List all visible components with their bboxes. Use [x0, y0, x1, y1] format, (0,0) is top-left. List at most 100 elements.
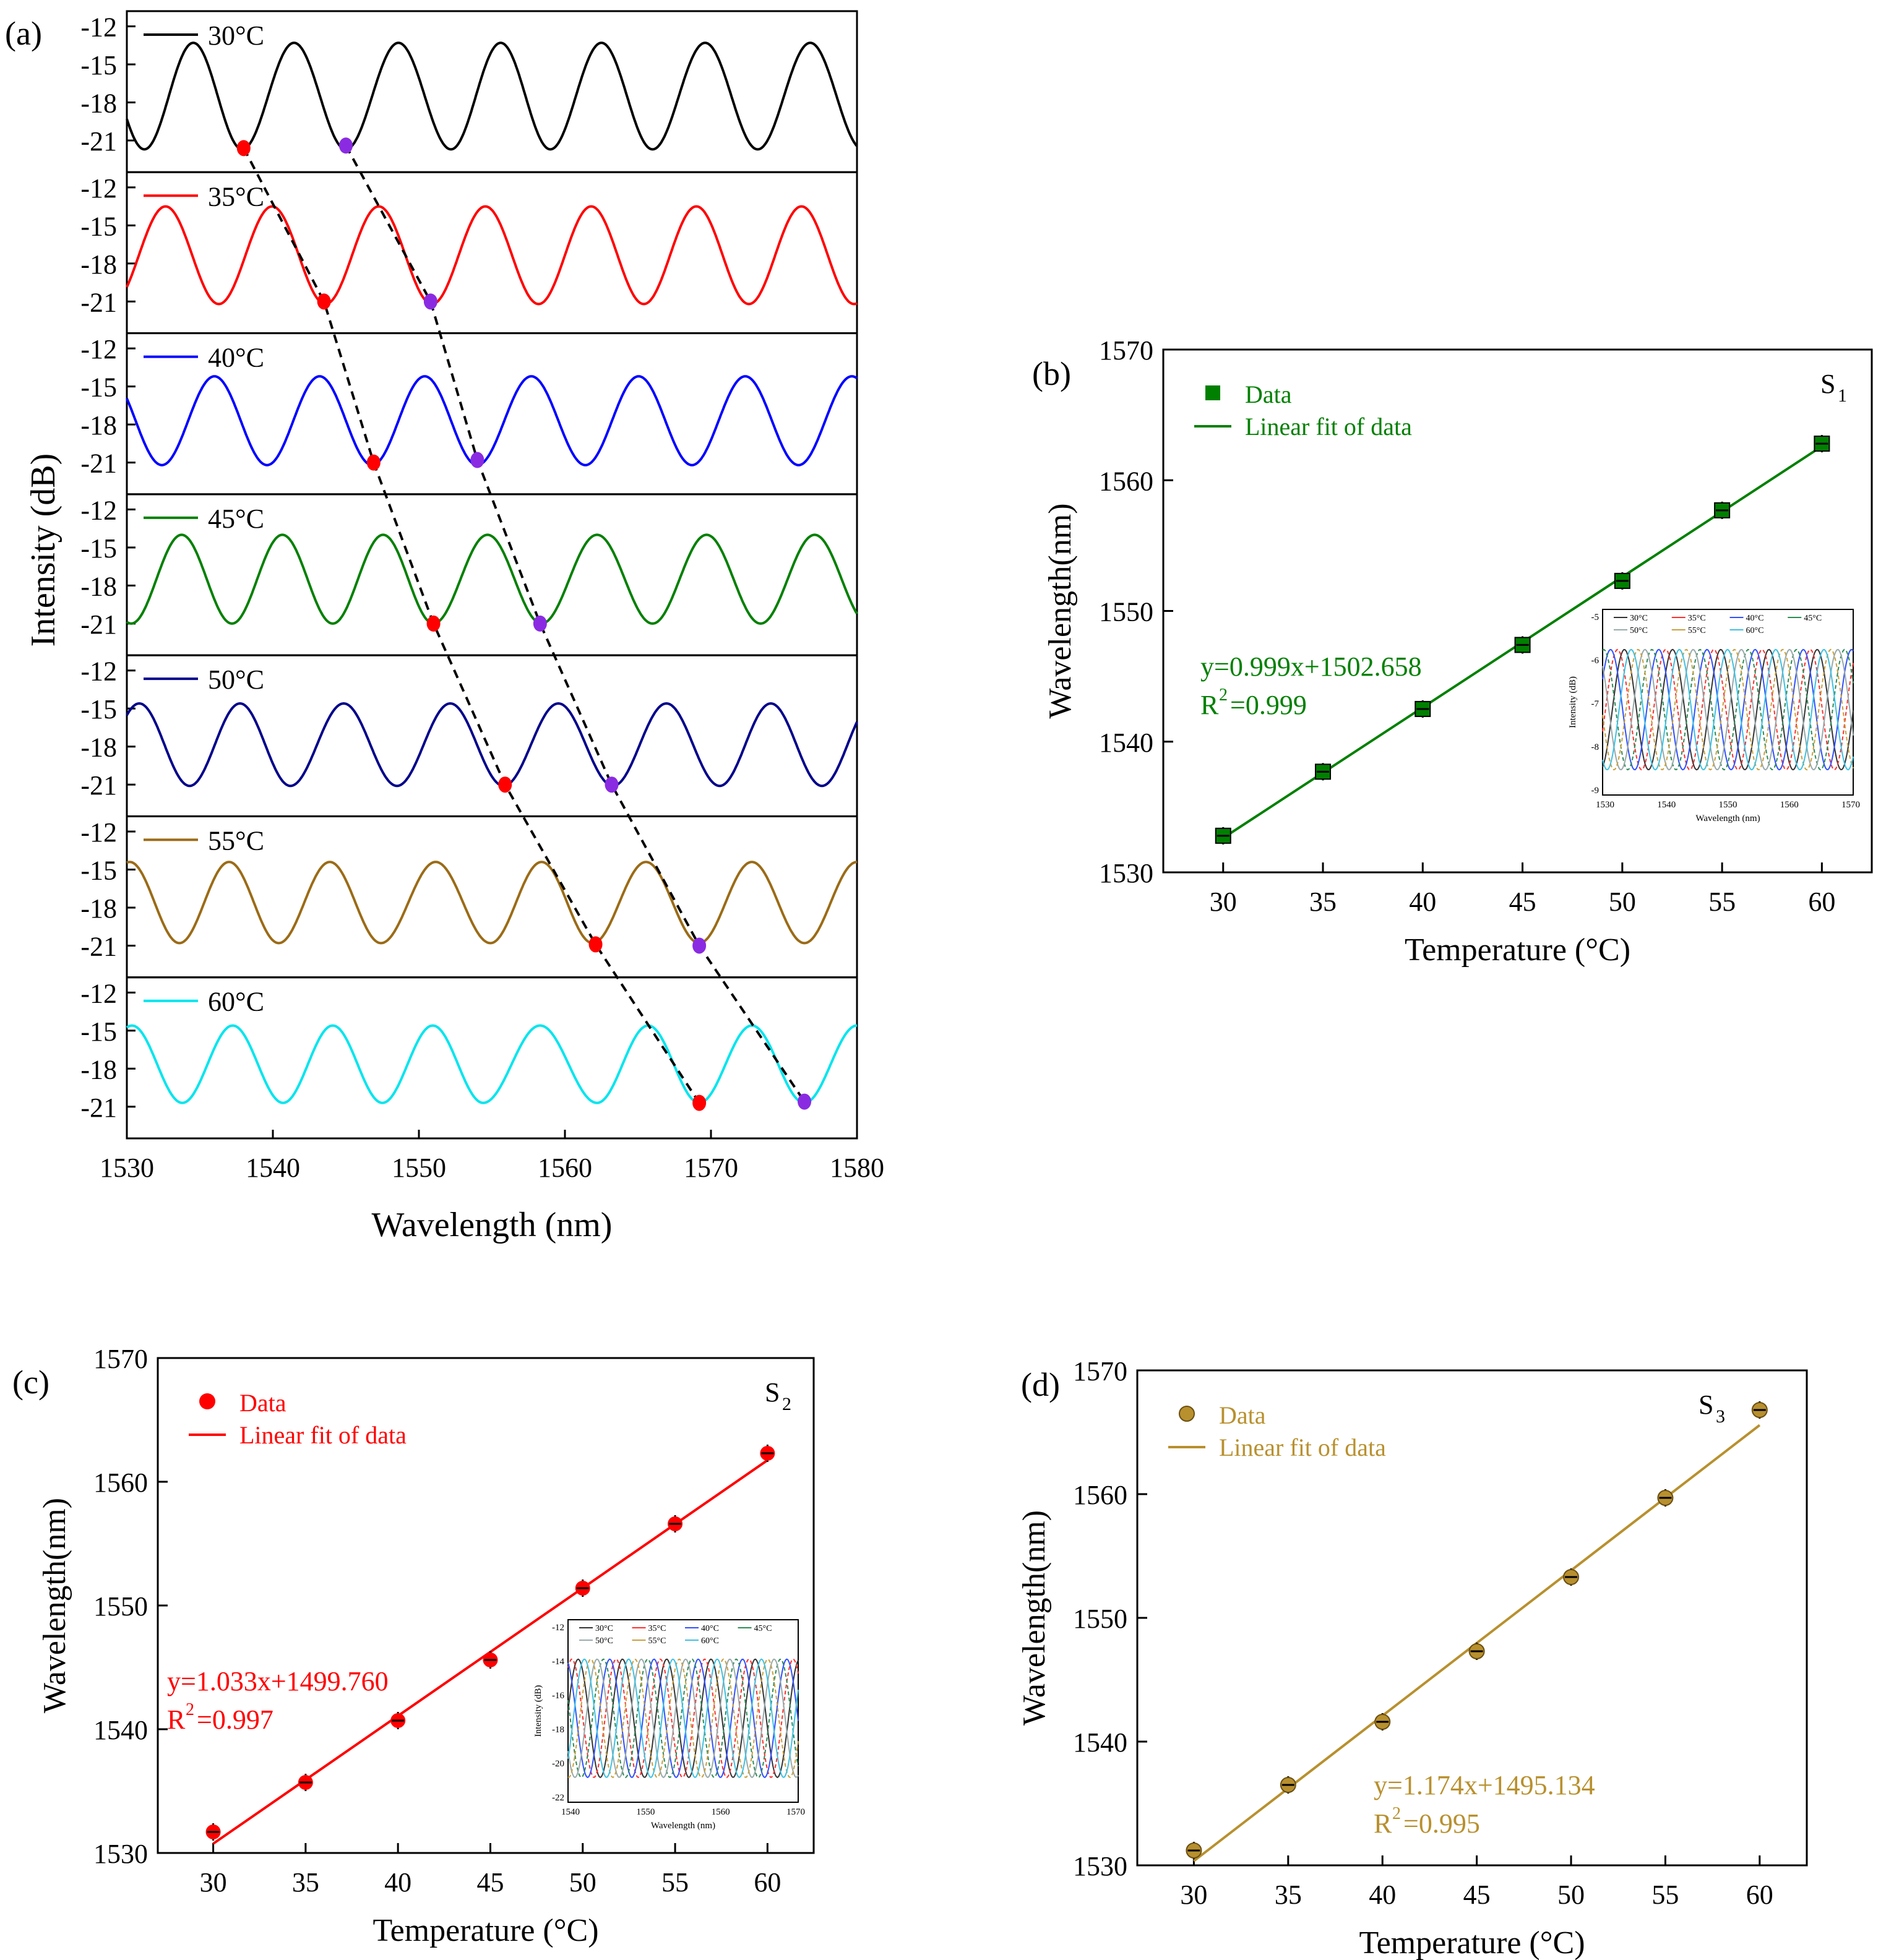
legend-label-fit: Linear fit of data [239, 1421, 407, 1449]
spectrum-line-50°C [126, 702, 858, 788]
inset-x-tick-label: 1550 [636, 1807, 655, 1817]
x-tick-label: 35 [1309, 887, 1337, 917]
x-tick-label: 50 [569, 1867, 596, 1898]
inset-curve [567, 1658, 799, 1779]
y-tick-label: -12 [80, 656, 117, 687]
legend-label: 35°C [208, 181, 264, 212]
x-tick-label: 50 [1609, 887, 1636, 917]
y-tick-label: -18 [80, 88, 117, 119]
x-tick-label: 30 [200, 1867, 227, 1898]
inset-y-axis-title: Intensity (dB) [533, 1685, 543, 1737]
dip-marker-red [366, 454, 381, 471]
inset-y-tick-label: -9 [1591, 786, 1600, 796]
x-tick-label: 55 [661, 1867, 689, 1898]
sensor-label: S [1699, 1390, 1713, 1420]
y-tick-label: -18 [80, 249, 117, 280]
inset-legend-label: 30°C [595, 1624, 613, 1633]
legend-label: 60°C [208, 987, 264, 1017]
inset-y-tick-label: -6 [1591, 656, 1600, 666]
y-tick-label: -15 [80, 1017, 117, 1047]
sensor-label: S [1820, 369, 1835, 399]
y-axis-title: Wavelength(nm) [1017, 1510, 1052, 1726]
x-axis-title: Temperature (°C) [372, 1913, 598, 1948]
x-tick-label: 1580 [830, 1153, 884, 1183]
inset-y-tick-label: -18 [552, 1725, 564, 1735]
legend-label-data: Data [239, 1389, 286, 1417]
spectrum-panel-35°C: -12 -15 -18 -21 35°C [80, 171, 858, 335]
legend-marker [1179, 1406, 1195, 1422]
x-tick-label: 45 [1463, 1880, 1491, 1910]
x-axis-title: Temperature (°C) [1359, 1925, 1585, 1960]
inset-legend-label: 35°C [648, 1624, 666, 1633]
y-tick-label: -12 [80, 334, 117, 364]
y-axis-title: Intensity (dB) [24, 453, 62, 647]
inset-legend-label: 35°C [1688, 614, 1706, 623]
r-squared-superscript: 2 [1219, 686, 1228, 705]
y-tick-label: -12 [80, 817, 117, 848]
inset-curve [567, 1658, 799, 1779]
y-tick-label: 1540 [93, 1715, 148, 1745]
inset-legend-label: 60°C [1746, 626, 1764, 635]
legend-label: 40°C [208, 343, 264, 373]
panel-label: (b) [1032, 355, 1071, 392]
sensor-subscript: 3 [1716, 1406, 1725, 1427]
inset-y-tick-label: -7 [1591, 699, 1600, 709]
inset-legend-label: 45°C [754, 1624, 772, 1633]
inset-y-axis-title: Intensity (dB) [1568, 676, 1578, 728]
inset-legend-label: 60°C [701, 1636, 719, 1646]
x-tick-label: 40 [384, 1867, 411, 1898]
spectrum-line-40°C [126, 375, 858, 466]
y-tick-label: -12 [80, 495, 117, 525]
x-tick-label: 35 [292, 1867, 319, 1898]
x-axis-title: Wavelength (nm) [372, 1206, 613, 1244]
sensor-subscript: 1 [1838, 385, 1847, 406]
legend-marker [1205, 385, 1220, 400]
dip-marker-red [498, 776, 512, 793]
inset-curve [567, 1658, 799, 1779]
inset-curve [1602, 648, 1854, 771]
x-tick-label: 60 [1746, 1880, 1773, 1910]
y-axis-title: Wavelength(nm) [1043, 503, 1078, 718]
legend-label: 30°C [208, 20, 264, 51]
legend-label-data: Data [1219, 1401, 1266, 1429]
x-tick-label: 45 [476, 1867, 504, 1898]
y-tick-label: -21 [80, 287, 117, 317]
y-tick-label: 1550 [93, 1591, 148, 1622]
inset-legend-label: 50°C [1630, 626, 1648, 635]
r-squared-value: =0.995 [1403, 1808, 1480, 1839]
x-tick-label: 1550 [392, 1153, 446, 1183]
dip-marker-purple [533, 615, 547, 632]
dip-marker-purple [423, 293, 437, 310]
y-tick-label: 1570 [1073, 1356, 1127, 1386]
dip-marker-purple [605, 776, 619, 793]
y-tick-label: 1550 [1099, 597, 1153, 627]
r-squared-value: =0.999 [1230, 690, 1307, 720]
inset-x-tick-label: 1530 [1596, 800, 1614, 810]
x-axis-title: Temperature (°C) [1405, 932, 1630, 968]
x-tick-label: 60 [1808, 887, 1835, 917]
legend-label-fit: Linear fit of data [1219, 1433, 1386, 1461]
x-tick-label: 55 [1651, 1880, 1679, 1910]
legend-label-fit: Linear fit of data [1245, 413, 1412, 441]
r-squared-value: =0.997 [197, 1704, 273, 1735]
y-tick-label: 1530 [1073, 1851, 1127, 1881]
legend-label: 50°C [208, 664, 264, 695]
x-tick-label: 1540 [246, 1153, 300, 1183]
y-tick-label: -18 [80, 733, 117, 763]
spectrum-panel-30°C: -12 -15 -18 -21 30°C [80, 10, 858, 173]
sensor-subscript: 2 [782, 1394, 791, 1414]
y-tick-label: 1560 [1099, 466, 1153, 496]
inset-x-tick-label: 1560 [1780, 800, 1799, 810]
dip-marker-purple [339, 137, 353, 154]
inset-curve [1602, 648, 1854, 771]
inset-y-tick-label: -22 [552, 1793, 564, 1803]
panel-label: (c) [12, 1364, 50, 1401]
inset-curve [567, 1658, 799, 1779]
x-tick-label: 35 [1275, 1880, 1302, 1910]
x-tick-label: 1530 [100, 1153, 154, 1183]
panel-label-a: (a) [5, 15, 42, 52]
y-tick-label: 1540 [1099, 728, 1153, 758]
y-tick-label: -21 [80, 449, 117, 479]
